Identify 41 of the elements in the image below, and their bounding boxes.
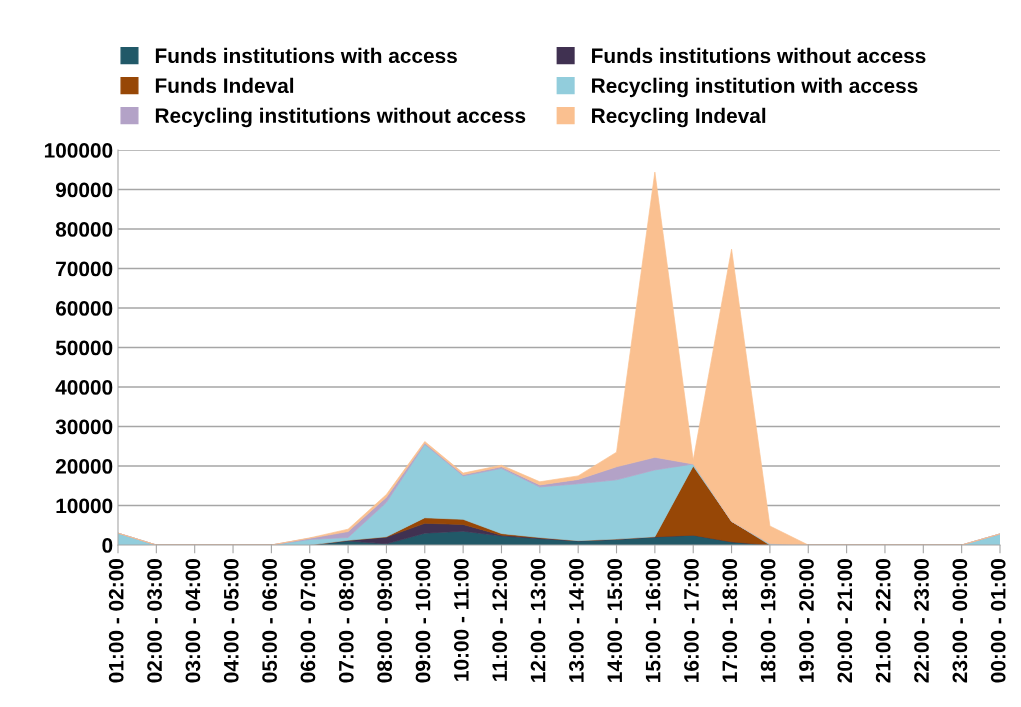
legend-label: Funds institutions with access — [155, 47, 457, 64]
legend-label: Funds institutions without access — [592, 47, 926, 64]
x-tick-label: 23:00 - 00:00 — [952, 559, 968, 683]
y-tick-label: 20000 — [55, 459, 113, 474]
x-tick-label: 20:00 - 21:00 — [837, 559, 853, 683]
x-tick-label: 19:00 - 20:00 — [799, 559, 814, 682]
legend-label: Recycling institution with access — [592, 77, 918, 98]
y-tick-label: 50000 — [55, 340, 113, 356]
x-tick-label: 15:00 - 16:00 — [645, 559, 661, 682]
legend-label: Recycling Indeval — [592, 107, 766, 128]
x-tick-label: 03:00 - 04:00 — [185, 559, 201, 683]
x-tick-label: 09:00 - 10:00 — [415, 559, 431, 683]
y-tick-label: 80000 — [55, 222, 113, 237]
x-tick-label: 00:00 - 01:00 — [990, 559, 1006, 683]
x-tick-label: 13:00 - 14:00 — [569, 559, 584, 682]
x-tick-label: 06:00 - 07:00 — [300, 559, 316, 683]
x-tick-label: 02:00 - 03:00 — [147, 559, 162, 683]
y-tick-label: 90000 — [55, 182, 113, 198]
x-tick-label: 16:00 - 17:00 — [684, 559, 699, 682]
x-tick-label: 11:00 - 12:00 — [492, 559, 508, 681]
x-tick-label: 17:00 - 18:00 — [722, 559, 738, 682]
x-tick-label: 08:00 - 09:00 — [377, 559, 393, 683]
x-tick-label: 12:00 - 13:00 — [530, 559, 546, 682]
y-tick-label: 100000 — [44, 143, 113, 158]
y-tick-label: 10000 — [56, 498, 113, 514]
y-tick-label: 60000 — [55, 301, 113, 316]
x-tick-label: 10:00 - 11:00 — [453, 559, 469, 681]
x-tick-label: 14:00 - 15:00 — [607, 559, 623, 682]
y-tick-label: 0 — [102, 538, 113, 553]
y-tick-label: 70000 — [56, 261, 113, 277]
x-tick-label: 21:00 - 22:00 — [875, 559, 891, 683]
x-tick-label: 07:00 - 08:00 — [338, 559, 354, 683]
x-tick-label: 04:00 - 05:00 — [223, 559, 239, 683]
y-tick-label: 30000 — [55, 419, 113, 435]
x-tick-label: 05:00 - 06:00 — [262, 559, 277, 683]
y-tick-label: 40000 — [55, 380, 113, 395]
x-tick-label: 01:00 - 02:00 — [108, 559, 124, 683]
legend-label: Recycling institutions without access — [155, 107, 526, 128]
x-tick-label: 22:00 - 23:00 — [914, 559, 929, 683]
legend-label: Funds Indeval — [155, 77, 294, 94]
x-tick-label: 18:00 - 19:00 — [760, 559, 776, 682]
